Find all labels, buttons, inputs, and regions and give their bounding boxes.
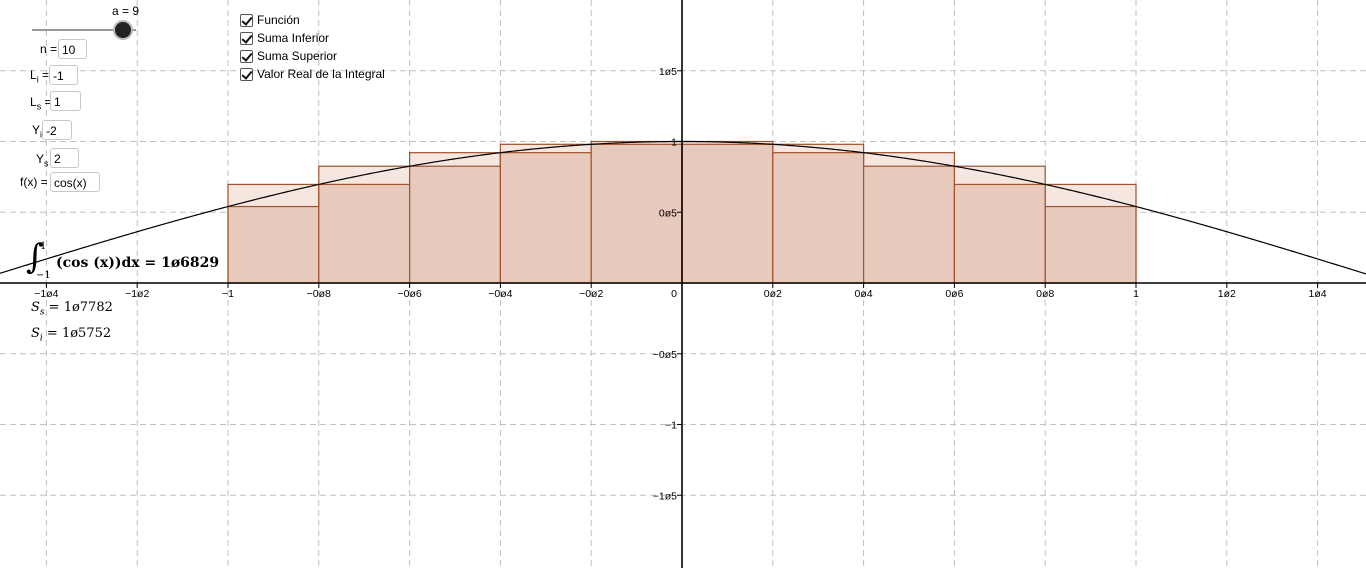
x-tick-label: 1ø4 (1309, 288, 1327, 300)
checkbox-suma-inferior[interactable]: Suma Inferior (240, 31, 329, 45)
integral-upper-limit: 1 (40, 241, 47, 252)
checkbox-funcion[interactable]: Función (240, 13, 300, 27)
x-tick-label: 1 (1133, 288, 1139, 300)
ls-input[interactable]: 1 (50, 91, 81, 111)
lower-sum-rect (953, 183, 1046, 284)
y-axis-ticks: 1ø5 1 0ø5 −0ø5 −1 −1ø5 (653, 66, 682, 502)
lower-sum-rect (772, 152, 865, 284)
checkbox-check-icon[interactable] (240, 49, 253, 63)
checkbox-label: Función (257, 13, 300, 27)
checkbox-label: Suma Superior (257, 49, 338, 63)
x-tick-label: −1ø4 (34, 288, 58, 300)
fx-input[interactable]: cos(x) (50, 172, 100, 192)
checkbox-valor-real[interactable]: Valor Real de la Integral (240, 67, 385, 81)
lower-sum-rect (862, 165, 955, 284)
checkbox-check-icon[interactable] (240, 31, 253, 45)
x-tick-label: −1 (222, 288, 234, 300)
x-tick-label: 0ø8 (1036, 288, 1054, 300)
checkbox-suma-superior[interactable]: Suma Superior (240, 49, 337, 63)
x-tick-label: −0ø2 (579, 288, 603, 300)
checkbox-check-icon[interactable] (240, 67, 253, 81)
lower-sum-rectangles (227, 143, 1137, 284)
lower-sum-rect (409, 165, 502, 284)
lower-sum-rect (227, 205, 320, 284)
x-tick-label: 0 (671, 288, 677, 300)
lower-sum-rect (1044, 205, 1137, 284)
y-tick-label: −1 (665, 420, 677, 432)
li-label: Li = (30, 68, 50, 85)
fx-label: f(x) = (20, 175, 48, 189)
ys-label: Ys (36, 152, 49, 169)
slider-track[interactable] (32, 29, 136, 31)
yi-label: Yi (32, 123, 42, 139)
x-tick-label: −1ø2 (125, 288, 149, 300)
x-axis-ticks: −1ø4 −1ø2 −1 −0ø8 −0ø6 −0ø4 −0ø2 0 0ø2 0ø4 0ø6 0ø8 1… (34, 283, 1327, 300)
li-input[interactable]: -1 (49, 65, 78, 85)
lower-sum-rect (318, 183, 411, 284)
lower-sum-rect (590, 143, 683, 284)
function-curve (0, 140, 1366, 275)
y-tick-label: −1ø5 (653, 490, 677, 502)
lower-sum-rect (499, 152, 592, 284)
upper-sum-text: Ss = 1ø7782 (31, 300, 113, 318)
integral-sign: ∫ (26, 237, 44, 277)
x-tick-label: −0ø6 (397, 288, 421, 300)
n-input[interactable]: 10 (58, 39, 87, 59)
slider-label: a = 9 (112, 4, 140, 18)
x-tick-label: 1ø2 (1218, 288, 1236, 300)
checkbox-label: Valor Real de la Integral (257, 67, 385, 81)
yi-input[interactable]: -2 (42, 120, 72, 140)
integral-lower-limit: −1 (36, 270, 51, 281)
checkbox-label: Suma Inferior (257, 31, 330, 45)
lower-sum-text: Si = 1ø5752 (31, 326, 112, 344)
x-tick-label: −0ø4 (488, 288, 512, 300)
n-label: n = (40, 42, 58, 56)
checkbox-check-icon[interactable] (240, 13, 253, 27)
x-tick-label: 0ø6 (945, 288, 963, 300)
x-tick-label: 0ø2 (764, 288, 782, 300)
integral-expression: (cos (x))dx = 1ø6829 (56, 255, 220, 271)
y-tick-label: −0ø5 (653, 349, 677, 361)
slider-handle[interactable] (115, 22, 131, 38)
y-tick-label: 1ø5 (659, 66, 677, 78)
lower-sum-rect (681, 143, 774, 284)
x-tick-label: −0ø8 (307, 288, 331, 300)
y-tick-label: 0ø5 (659, 207, 677, 219)
ls-label: Ls = (30, 95, 52, 112)
y-tick-label: 1 (671, 137, 677, 149)
ys-input[interactable]: 2 (50, 148, 79, 168)
x-tick-label: 0ø4 (855, 288, 873, 300)
